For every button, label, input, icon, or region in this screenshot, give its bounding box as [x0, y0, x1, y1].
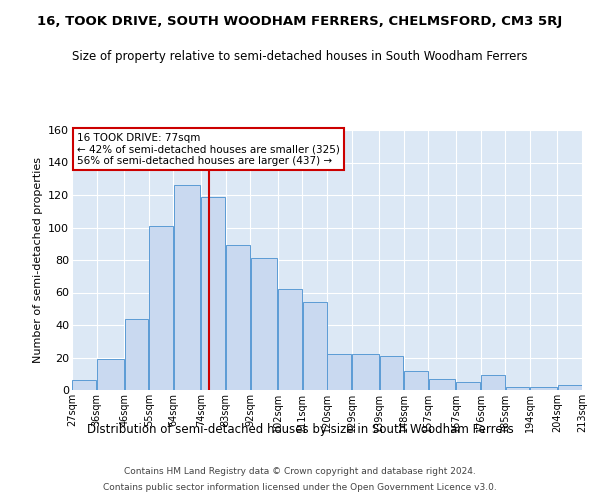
Bar	[97, 359, 124, 390]
Bar	[481, 376, 505, 390]
Bar	[226, 246, 250, 390]
Bar	[404, 370, 428, 390]
Bar	[456, 382, 480, 390]
Bar	[73, 380, 96, 390]
Text: 16, TOOK DRIVE, SOUTH WOODHAM FERRERS, CHELMSFORD, CM3 5RJ: 16, TOOK DRIVE, SOUTH WOODHAM FERRERS, C…	[37, 15, 563, 28]
Text: Distribution of semi-detached houses by size in South Woodham Ferrers: Distribution of semi-detached houses by …	[86, 422, 514, 436]
Bar	[251, 258, 277, 390]
Bar	[506, 387, 529, 390]
Text: Size of property relative to semi-detached houses in South Woodham Ferrers: Size of property relative to semi-detach…	[72, 50, 528, 63]
Bar	[530, 387, 557, 390]
Bar	[201, 196, 225, 390]
Bar	[328, 354, 351, 390]
Bar	[352, 354, 379, 390]
Bar	[558, 385, 581, 390]
Text: 16 TOOK DRIVE: 77sqm
← 42% of semi-detached houses are smaller (325)
56% of semi: 16 TOOK DRIVE: 77sqm ← 42% of semi-detac…	[77, 132, 340, 166]
Text: Contains HM Land Registry data © Crown copyright and database right 2024.: Contains HM Land Registry data © Crown c…	[124, 468, 476, 476]
Bar	[303, 302, 326, 390]
Bar	[149, 226, 173, 390]
Bar	[174, 185, 200, 390]
Text: Contains public sector information licensed under the Open Government Licence v3: Contains public sector information licen…	[103, 482, 497, 492]
Bar	[380, 356, 403, 390]
Y-axis label: Number of semi-detached properties: Number of semi-detached properties	[32, 157, 43, 363]
Bar	[125, 318, 148, 390]
Bar	[278, 289, 302, 390]
Bar	[429, 378, 455, 390]
